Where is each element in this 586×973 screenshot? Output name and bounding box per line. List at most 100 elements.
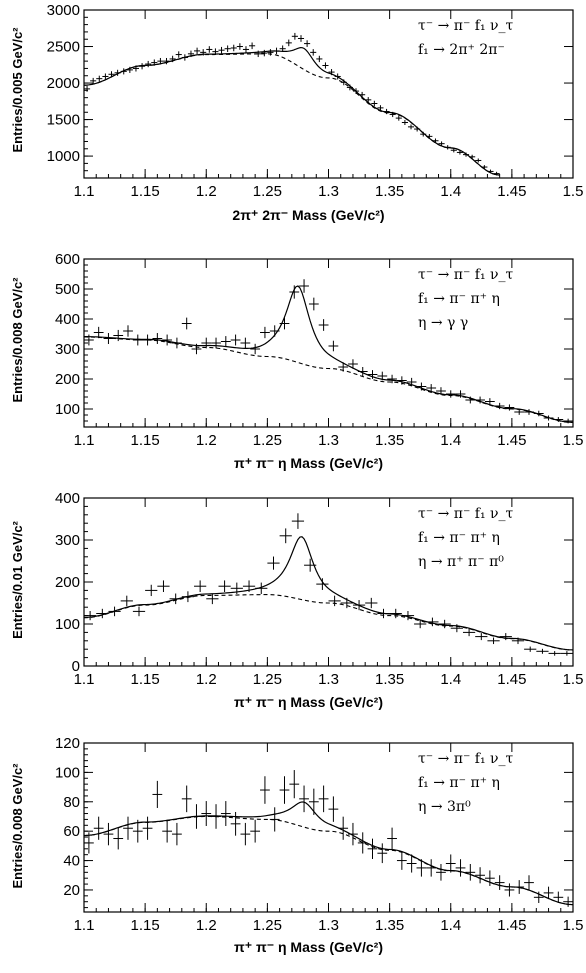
data-point <box>162 819 173 843</box>
x-tick-label: 1.1 <box>74 917 95 934</box>
data-point <box>533 410 544 417</box>
data-point <box>242 46 250 53</box>
x-tick-label: 1.3 <box>318 917 339 934</box>
y-tick-label: 400 <box>55 311 80 328</box>
data-point <box>191 804 202 829</box>
data-point <box>145 584 158 597</box>
data-point <box>84 610 97 621</box>
data-point <box>230 44 237 52</box>
data-point <box>316 55 323 63</box>
data-point <box>484 870 495 886</box>
data-point <box>396 851 407 870</box>
x-tick-label: 1.2 <box>196 671 217 688</box>
data-point <box>172 822 182 846</box>
data-point <box>103 333 114 344</box>
data-point <box>108 606 121 617</box>
data-point <box>279 528 292 544</box>
data-point <box>249 42 256 50</box>
background-curve <box>84 594 573 651</box>
decay-annotation: f₁ → π⁻ π⁺ η <box>418 530 500 546</box>
data-point <box>108 71 115 78</box>
data-point <box>469 154 476 159</box>
data-point <box>334 73 341 80</box>
y-tick-label: 60 <box>63 823 80 840</box>
y-tick-label: 600 <box>55 251 80 268</box>
data-point <box>230 582 243 595</box>
data-point <box>123 816 133 840</box>
y-axis-label: Entries/0.008 GeV/c² <box>10 277 25 403</box>
y-tick-label: 400 <box>55 490 80 507</box>
data-point <box>487 169 494 174</box>
data-point <box>432 138 439 144</box>
decay-annotation: η → γ γ <box>418 315 468 331</box>
data-point <box>304 40 311 47</box>
data-point <box>387 827 397 850</box>
x-tick-label: 1.1 <box>74 432 95 449</box>
data-point <box>240 822 251 846</box>
data-point <box>436 387 446 395</box>
data-point <box>367 838 378 859</box>
x-tick-label: 1.45 <box>497 432 526 449</box>
data-point <box>359 91 366 98</box>
data-point <box>126 66 133 73</box>
data-point <box>377 843 388 864</box>
x-tick-label: 1.4 <box>440 671 461 688</box>
data-point <box>255 50 262 58</box>
decay-annotation: τ⁻ → π⁻ f₁ ν_τ <box>418 267 514 283</box>
data-point <box>318 785 329 813</box>
data-point <box>560 651 573 656</box>
data-point <box>401 610 415 621</box>
data-point <box>322 62 329 69</box>
data-point <box>212 48 219 55</box>
chart-panel-4: 1.1 1.15 1.2 1.25 1.3 1.35 1.4 1.45 1.5 20 40 60 80 1… <box>10 735 583 955</box>
data-point <box>84 334 94 346</box>
data-point <box>269 807 280 832</box>
x-tick-label: 1.5 <box>563 432 584 449</box>
data-point <box>494 875 505 890</box>
x-tick-label: 1.35 <box>375 432 404 449</box>
x-tick-label: 1.35 <box>375 671 404 688</box>
x-tick-label: 1.25 <box>253 183 282 200</box>
data-point <box>269 325 280 337</box>
x-tick-label: 1.3 <box>318 432 339 449</box>
data-point <box>120 595 133 607</box>
decay-annotation: τ⁻ → π⁻ f₁ ν_τ <box>418 18 514 34</box>
data-point <box>220 801 231 827</box>
data-point <box>260 326 270 339</box>
data-point <box>475 867 485 884</box>
data-point <box>475 633 488 641</box>
data-point <box>114 69 121 76</box>
data-point <box>365 597 378 609</box>
data-point <box>438 619 451 629</box>
data-point <box>152 333 163 344</box>
data-point <box>414 126 421 132</box>
data-point <box>340 79 347 86</box>
x-tick-label: 1.1 <box>74 671 95 688</box>
data-point <box>357 367 368 376</box>
background-curve <box>84 815 573 906</box>
y-tick-label: 100 <box>55 401 80 418</box>
data-point <box>406 854 417 873</box>
x-tick-label: 1.2 <box>196 917 217 934</box>
data-point <box>291 32 298 40</box>
decay-annotation: τ⁻ → π⁻ f₁ ν_τ <box>418 506 514 522</box>
data-point <box>152 780 163 808</box>
data-point <box>260 776 270 804</box>
data-point <box>236 43 243 50</box>
y-tick-label: 300 <box>55 532 80 549</box>
x-tick-label: 1.2 <box>196 183 217 200</box>
x-tick-label: 1.4 <box>440 183 461 200</box>
data-point <box>426 617 439 627</box>
data-point <box>299 279 309 293</box>
data-point <box>438 141 445 146</box>
data-point <box>465 864 476 881</box>
data-point <box>407 124 415 130</box>
data-point <box>90 77 97 84</box>
data-point <box>145 60 152 68</box>
data-point <box>93 326 104 339</box>
data-point <box>494 402 505 410</box>
data-point <box>230 811 241 836</box>
data-point <box>475 396 485 404</box>
